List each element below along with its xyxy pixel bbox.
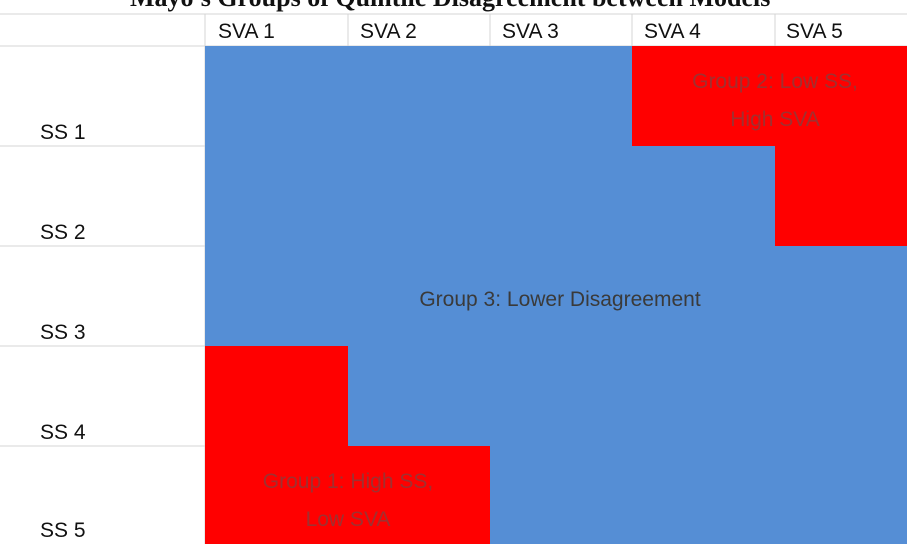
group-2-area bbox=[632, 46, 907, 246]
column-header: SVA 2 bbox=[360, 20, 417, 43]
caption: Mayo's Groups of Quintile Disagreement b… bbox=[130, 0, 770, 12]
row-header: SS 3 bbox=[40, 321, 86, 344]
column-header: SVA 5 bbox=[786, 20, 843, 43]
group-label: Group 2: Low SS, bbox=[692, 70, 858, 93]
column-header: SVA 1 bbox=[218, 20, 275, 43]
group-label: High SVA bbox=[730, 108, 820, 131]
group-label: Group 3: Lower Disagreement bbox=[419, 288, 700, 311]
row-header: SS 4 bbox=[40, 421, 86, 444]
column-header: SVA 3 bbox=[502, 20, 559, 43]
row-header: SS 1 bbox=[40, 121, 86, 144]
group-label: Group 1: High SS, bbox=[263, 470, 433, 493]
row-header: SS 2 bbox=[40, 221, 86, 244]
column-header: SVA 4 bbox=[644, 20, 701, 43]
group-1-area bbox=[205, 346, 490, 544]
group-label: Low SVA bbox=[306, 508, 391, 531]
row-header: SS 5 bbox=[40, 519, 86, 542]
